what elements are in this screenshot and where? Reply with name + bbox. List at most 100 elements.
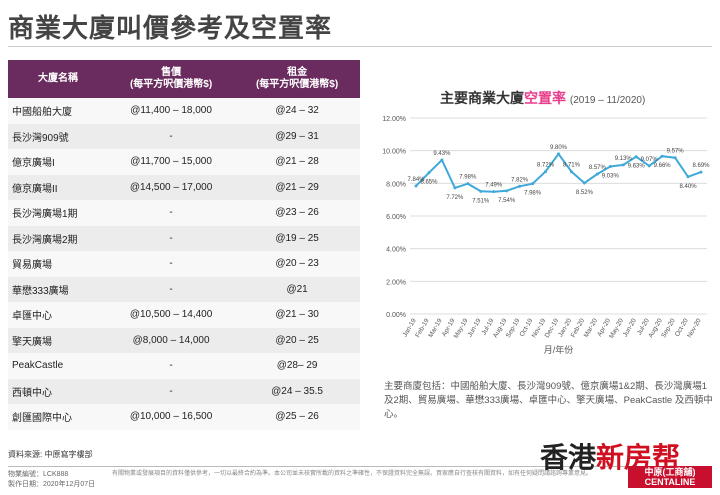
y-tick-label: 10.00% (382, 149, 406, 156)
data-source: 資料來源: 中原寫字樓部 (8, 450, 93, 459)
data-label: 9.07% (641, 157, 659, 163)
header-building-name: 大廈名稱 (8, 60, 108, 98)
data-label: 7.72% (446, 195, 464, 201)
table-row: 億京廣場I @11,700 – 15,000 @21 – 28 (8, 149, 360, 175)
x-tick-label: Jun-20 (622, 317, 638, 338)
cell-rent: @20 – 23 (234, 251, 360, 277)
cell-rent: @28– 29 (234, 353, 360, 379)
chart-period: (2019 – 11/2020) (569, 95, 646, 106)
x-tick-label: Jun-19 (467, 317, 483, 338)
table-header-row: 大廈名稱 售價 (每平方呎價港幣$) 租金 (每平方呎價港幣$) (8, 60, 360, 98)
vacancy-line-chart: 0.00%2.00%4.00%6.00%8.00%10.00%12.00%Jan… (382, 116, 710, 355)
cell-rent: @19 – 25 (234, 225, 360, 251)
watermark-text-dark: 香港 (540, 441, 597, 474)
data-point (686, 175, 690, 179)
data-point (427, 171, 431, 175)
chart-title: 主要商業大廈空置率 (2019 – 11/2020) (440, 88, 645, 108)
cell-price: @8,000 – 14,000 (108, 327, 235, 353)
data-label: 9.63% (628, 164, 646, 170)
table-row: 億京廣場II @14,500 – 17,000 @21 – 29 (8, 174, 360, 200)
cell-name: 中國船舶大廈 (8, 98, 108, 124)
chart-note: 主要商廈包括：中國船舶大廈、長沙灣909號、億京廣場1&2期、長沙灣廣場1及2期… (384, 381, 713, 420)
header-price: 售價 (每平方呎價港幣$) (108, 60, 235, 98)
table-row: 中國船舶大廈 @11,400 – 18,000 @24 – 32 (8, 98, 360, 124)
data-point (699, 170, 703, 174)
chart-title-prefix: 主要商業大廈 (440, 90, 524, 106)
data-point (569, 170, 573, 174)
data-point (660, 154, 664, 158)
data-point (595, 172, 599, 176)
data-point (466, 182, 470, 186)
table-row: 擎天廣場 @8,000 – 14,000 @20 – 25 (8, 327, 360, 353)
data-point (608, 165, 612, 169)
data-label: 7.84% (407, 177, 425, 183)
table-row: 長沙灣廣場1期 - @23 – 26 (8, 200, 360, 226)
data-point (621, 163, 625, 167)
y-tick-label: 6.00% (386, 214, 406, 221)
table-row: 長沙灣909號 - @29 – 31 (8, 123, 360, 149)
cell-rent: @20 – 25 (234, 327, 360, 353)
data-point (505, 189, 509, 193)
data-point (518, 184, 522, 188)
license-number: 物業編號：LCK888 (8, 471, 69, 478)
data-point (531, 182, 535, 186)
data-point (557, 152, 560, 156)
data-point (479, 189, 483, 193)
cell-rent: @25 – 26 (234, 404, 360, 430)
cell-price: - (108, 378, 235, 404)
disclaimer: 有關物業或發展項目的資料僅供參考，一切以最終合約為準。本公司並未核實所載的資料之… (112, 471, 593, 477)
data-label: 9.57% (667, 149, 685, 155)
cell-price: - (108, 251, 235, 277)
data-point (440, 158, 444, 162)
cell-name: 長沙灣909號 (8, 123, 108, 149)
cell-price: @14,500 – 17,000 (108, 174, 235, 200)
header-rent: 租金 (每平方呎價港幣$) (234, 60, 360, 98)
cell-price: - (108, 353, 235, 379)
cell-rent: @21 – 30 (234, 302, 360, 328)
cell-price: @10,500 – 14,400 (108, 302, 235, 328)
table-row: PeakCastle - @28– 29 (8, 353, 360, 379)
cell-rent: @21 (234, 276, 360, 302)
data-point (492, 190, 496, 194)
production-date: 製作日期：2020年12月07日 (8, 481, 96, 488)
cell-price: @11,700 – 15,000 (108, 149, 235, 175)
cell-name: 億京廣場I (8, 149, 108, 175)
data-label: 9.13% (615, 156, 633, 162)
cell-price: @11,400 – 18,000 (108, 98, 235, 124)
cell-name: PeakCastle (8, 353, 108, 379)
cell-rent: @21 – 28 (234, 149, 360, 175)
cell-price: - (108, 123, 235, 149)
data-label: 8.52% (576, 190, 594, 196)
cell-name: 卓匯中心 (8, 302, 108, 328)
data-point (673, 156, 677, 160)
cell-name: 擎天廣場 (8, 327, 108, 353)
data-label: 8.65% (420, 180, 438, 186)
cell-rent: @29 – 31 (234, 123, 360, 149)
y-tick-label: 0.00% (386, 312, 406, 319)
footer: 物業編號：LCK888 製作日期：2020年12月07日 有關物業或發展項目的資… (8, 466, 712, 490)
cell-rent: @21 – 29 (234, 174, 360, 200)
cell-name: 華懋333廣場 (8, 276, 108, 302)
cell-price: - (108, 276, 235, 302)
table-row: 華懋333廣場 - @21 (8, 276, 360, 302)
cell-name: 億京廣場II (8, 174, 108, 200)
data-label: 8.71% (563, 163, 581, 169)
cell-name: 創匯國際中心 (8, 404, 108, 430)
y-tick-label: 12.00% (382, 116, 406, 123)
table-row: 創匯國際中心 @10,000 – 16,500 @25 – 26 (8, 404, 360, 430)
data-point (453, 186, 457, 190)
table-row: 西頓中心 - @24 – 35.5 (8, 378, 360, 404)
table-row: 貿易廣場 - @20 – 23 (8, 251, 360, 277)
data-label: 7.82% (511, 177, 529, 183)
data-label: 7.51% (472, 198, 490, 204)
cell-name: 貿易廣場 (8, 251, 108, 277)
table-row: 卓匯中心 @10,500 – 14,400 @21 – 30 (8, 302, 360, 328)
data-label: 8.69% (692, 163, 710, 169)
cell-price: @10,000 – 16,500 (108, 404, 235, 430)
footer-ref: 物業編號：LCK888 製作日期：2020年12月07日 (8, 470, 95, 490)
y-tick-label: 2.00% (386, 279, 406, 286)
cell-rent: @23 – 26 (234, 200, 360, 226)
series-line (415, 152, 702, 193)
data-label: 8.72% (537, 163, 555, 169)
cell-price: - (108, 225, 235, 251)
